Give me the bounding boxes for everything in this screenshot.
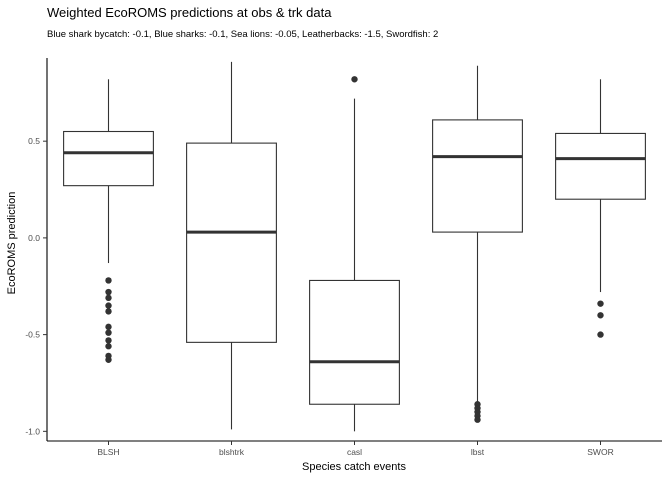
box-lbst [432, 119, 523, 233]
y-tick-label: 0.5 [28, 136, 40, 146]
outlier-point-swor [597, 300, 604, 307]
chart-title: Weighted EcoROMS predictions at obs & tr… [47, 5, 332, 20]
outlier-point-blsh [105, 323, 112, 331]
x-tick-label-blsh: BLSH [97, 447, 119, 457]
x-tick-label-casl: casl [347, 447, 362, 457]
chart-subtitle: Blue shark bycatch: -0.1, Blue sharks: -… [47, 29, 438, 40]
y-tick-label: -0.5 [25, 330, 40, 340]
x-axis-title: Species catch events [302, 461, 406, 473]
box-casl [309, 279, 400, 405]
outlier-point-swor [597, 312, 604, 319]
outlier-point-blsh [105, 343, 112, 350]
x-tick-label-blshtrk: blshtrk [219, 447, 245, 457]
outlier-point-casl [351, 76, 358, 83]
box-blsh [63, 130, 154, 187]
outlier-point-blsh [105, 308, 112, 315]
outlier-point-lbst [474, 416, 481, 423]
box-swor [555, 132, 646, 200]
box-blshtrk [186, 142, 277, 343]
outlier-point-blsh [105, 356, 112, 363]
x-tick-label-swor: SWOR [587, 447, 613, 457]
outlier-point-blsh [105, 329, 112, 336]
outlier-point-blsh [105, 288, 112, 296]
outlier-point-blsh [105, 337, 112, 344]
x-tick-label-lbst: lbst [471, 447, 485, 457]
y-tick-label: 0.0 [28, 233, 40, 243]
plot-area: -1.0 -0.5 0.0 0.5 BLSH blshtrk casl lbst SWOR [25, 58, 662, 457]
outlier-point-blsh [105, 294, 112, 302]
outlier-point-swor [597, 331, 604, 338]
y-tick-label: -1.0 [25, 426, 40, 436]
y-axis-title: EcoROMS prediction [6, 192, 18, 295]
outlier-point-blsh [105, 302, 112, 309]
outlier-point-blsh [105, 277, 112, 284]
